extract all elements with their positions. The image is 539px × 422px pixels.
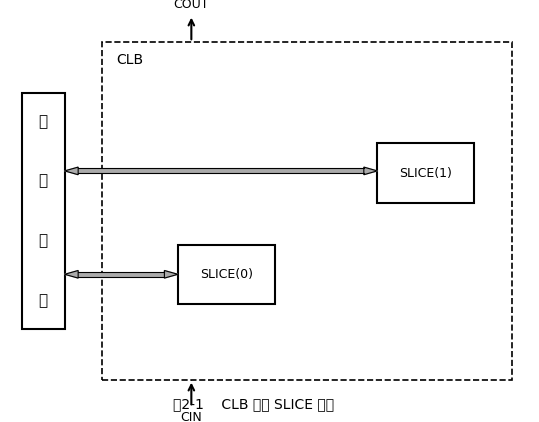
Bar: [22, 93, 65, 329]
Bar: [78, 272, 164, 277]
Bar: [377, 143, 474, 203]
Bar: [102, 42, 512, 380]
Bar: [78, 168, 364, 173]
Text: 换: 换: [39, 173, 47, 189]
Text: 矩: 矩: [39, 233, 47, 249]
FancyArrow shape: [164, 271, 178, 278]
Text: CLB: CLB: [116, 53, 143, 67]
Text: 阵: 阵: [39, 293, 47, 308]
Text: CIN: CIN: [181, 411, 202, 422]
FancyArrow shape: [65, 271, 78, 278]
Bar: [178, 245, 275, 304]
Text: COUT: COUT: [174, 0, 209, 11]
Text: 图2-1    CLB 里的 SLICE 排列: 图2-1 CLB 里的 SLICE 排列: [173, 398, 334, 411]
Text: SLICE(0): SLICE(0): [200, 268, 253, 281]
Text: SLICE(1): SLICE(1): [399, 167, 452, 179]
Text: 交: 交: [39, 114, 47, 129]
FancyArrow shape: [65, 167, 78, 175]
FancyArrow shape: [364, 167, 377, 175]
